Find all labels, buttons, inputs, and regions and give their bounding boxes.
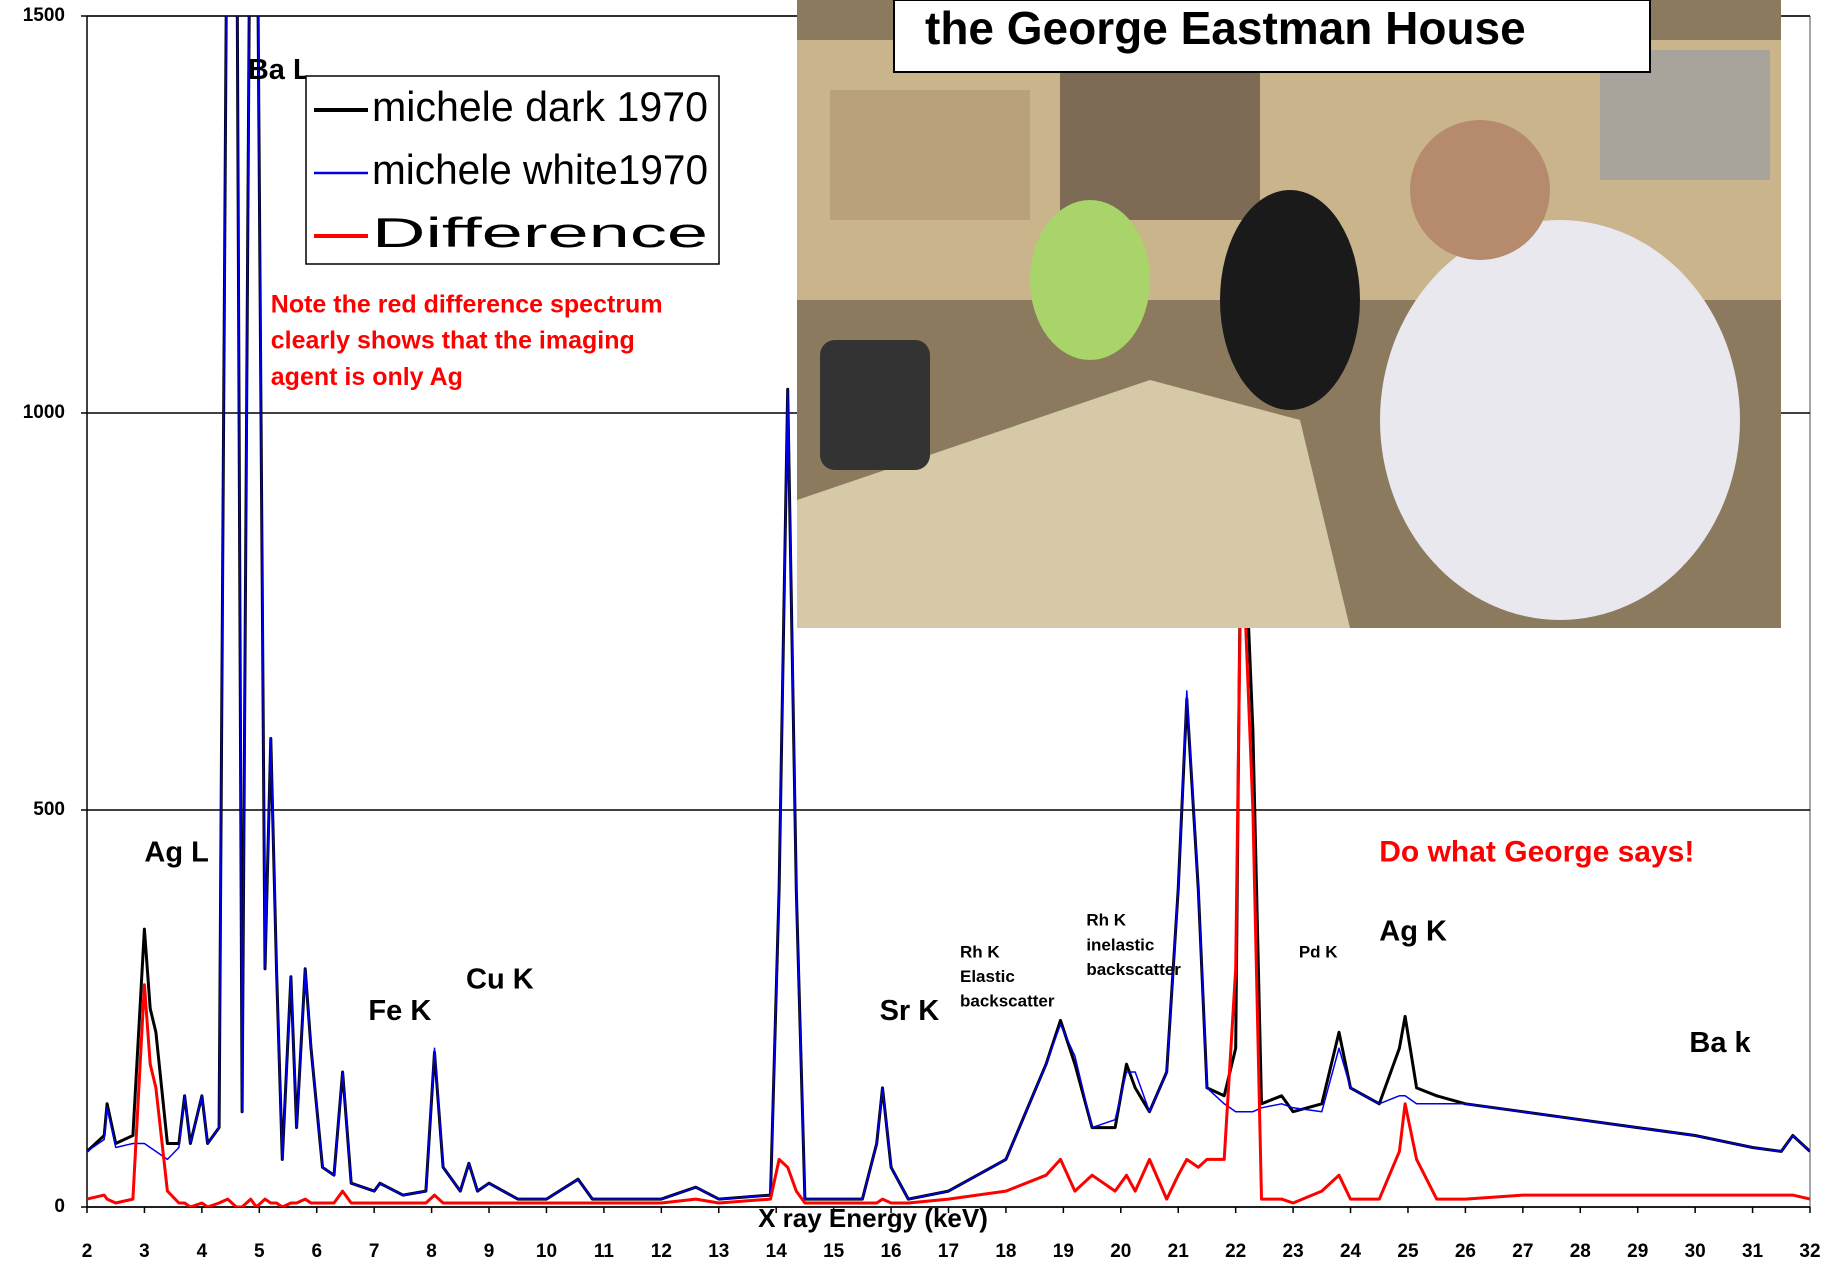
x-tick-label: 7 — [369, 1241, 380, 1262]
books — [830, 90, 1030, 220]
photo: the George Eastman House — [797, 0, 1781, 628]
y-tick-label: 1000 — [23, 402, 65, 423]
annotation: inelastic — [1086, 935, 1154, 954]
person — [1380, 220, 1740, 620]
annotation: Do what George says! — [1379, 836, 1694, 869]
annotation: Ag L — [144, 836, 208, 868]
x-tick-label: 20 — [1110, 1241, 1131, 1262]
annotation: Note the red difference spectrum — [271, 290, 663, 318]
annotation: Rh K — [1086, 911, 1126, 930]
x-tick-label: 15 — [823, 1241, 845, 1262]
x-tick-label: 6 — [311, 1241, 322, 1262]
x-tick-label: 12 — [651, 1241, 672, 1262]
x-tick-label: 31 — [1742, 1241, 1764, 1262]
annotation: Cu K — [466, 963, 534, 995]
x-tick-label: 4 — [197, 1241, 208, 1262]
x-tick-label: 10 — [536, 1241, 557, 1262]
x-tick-label: 8 — [426, 1241, 437, 1262]
person — [1220, 190, 1360, 410]
head — [1410, 120, 1550, 260]
device — [820, 340, 930, 470]
x-tick-label: 29 — [1627, 1241, 1648, 1262]
legend-label: michele white1970 — [372, 146, 708, 193]
x-tick-label: 25 — [1397, 1241, 1419, 1262]
annotation: Ag K — [1379, 916, 1447, 948]
x-tick-label: 22 — [1225, 1241, 1246, 1262]
x-tick-label: 19 — [1053, 1241, 1074, 1262]
x-tick-label: 24 — [1340, 1241, 1362, 1262]
chart: 0500100015002345678910111213141516171819… — [0, 0, 1825, 1264]
y-tick-label: 0 — [54, 1196, 65, 1217]
annotation: Rh K — [960, 942, 1000, 961]
x-tick-label: 32 — [1799, 1241, 1820, 1262]
x-tick-label: 28 — [1570, 1241, 1591, 1262]
x-tick-label: 16 — [880, 1241, 901, 1262]
annotation: Fe K — [368, 995, 431, 1027]
annotation: Ba k — [1689, 1027, 1751, 1059]
x-tick-label: 18 — [995, 1241, 1016, 1262]
annotation: backscatter — [1086, 960, 1181, 979]
x-tick-label: 3 — [139, 1241, 150, 1262]
annotation: Pd K — [1299, 942, 1338, 961]
annotation: backscatter — [960, 992, 1055, 1011]
x-tick-label: 9 — [484, 1241, 495, 1262]
x-tick-label: 21 — [1168, 1241, 1190, 1262]
y-tick-label: 1500 — [23, 5, 65, 26]
x-tick-label: 14 — [766, 1241, 788, 1262]
x-tick-label: 11 — [594, 1241, 615, 1262]
annotation: Sr K — [880, 995, 940, 1027]
legend: michele dark 1970 michele white1970 Differ… — [306, 76, 719, 264]
annotation: Ba L — [248, 54, 311, 86]
x-tick-label: 26 — [1455, 1241, 1476, 1262]
x-tick-label: 13 — [708, 1241, 729, 1262]
y-tick-label: 500 — [33, 799, 65, 820]
x-axis-label: X ray Energy (keV) — [758, 1203, 988, 1233]
annotation: Elastic — [960, 967, 1015, 986]
x-tick-label: 2 — [82, 1241, 93, 1262]
books — [1060, 70, 1260, 220]
person — [1030, 200, 1150, 360]
x-tick-label: 17 — [938, 1241, 959, 1262]
legend-label: michele dark 1970 — [372, 83, 708, 130]
x-tick-label: 27 — [1512, 1241, 1533, 1262]
x-tick-label: 30 — [1685, 1241, 1706, 1262]
annotation: clearly shows that the imaging — [271, 327, 635, 355]
x-tick-label: 23 — [1283, 1241, 1304, 1262]
legend-label: Difference — [372, 209, 708, 256]
annotation: agent is only Ag — [271, 363, 463, 391]
x-tick-label: 5 — [254, 1241, 265, 1262]
photo-caption: the George Eastman House — [925, 2, 1526, 54]
